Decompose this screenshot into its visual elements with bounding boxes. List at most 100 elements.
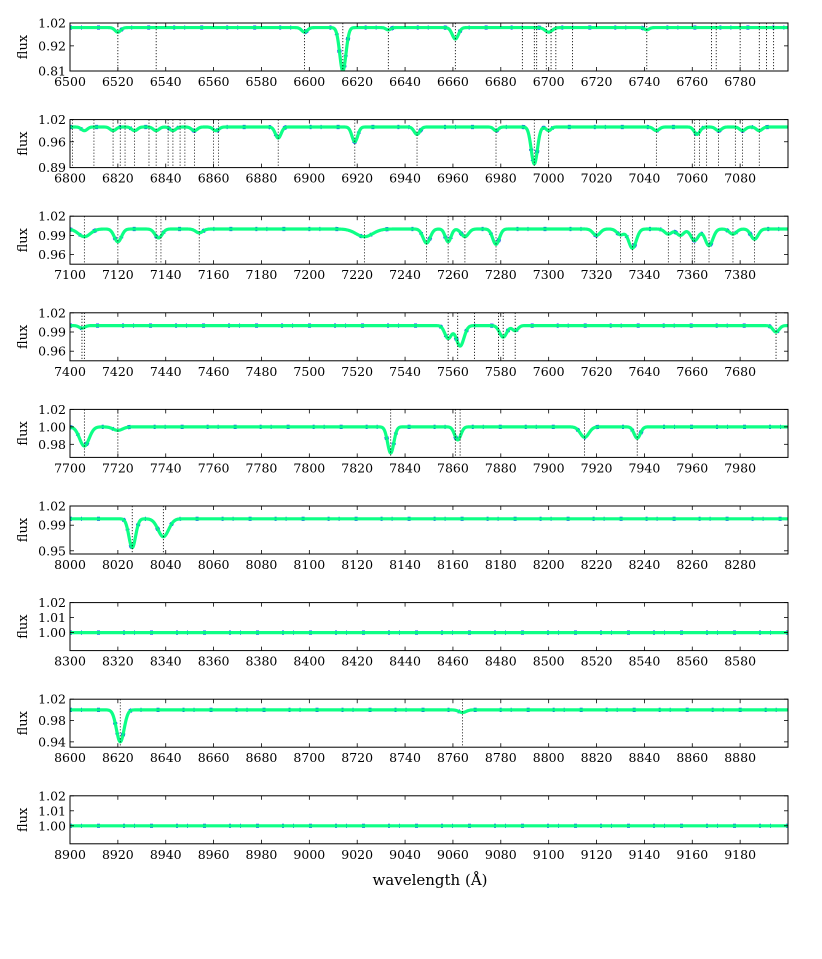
x-tick-label: 9140: [628, 847, 660, 862]
x-tick-label: 6840: [150, 171, 182, 186]
x-tick-label: 8360: [198, 654, 230, 669]
y-tick-label: 1.02: [38, 595, 66, 610]
x-tick-label: 8760: [437, 750, 469, 765]
y-tick-label: 0.99: [38, 228, 66, 243]
y-tick-label: 1.00: [38, 818, 66, 833]
x-tick-label: 6560: [198, 74, 230, 89]
x-tick-label: 8860: [676, 750, 708, 765]
axes-frame: [69, 312, 789, 362]
x-tick-label: 7400: [54, 364, 86, 379]
x-tick-label: 8640: [150, 750, 182, 765]
x-axis-label: wavelength (Å): [372, 871, 487, 889]
x-tick-label: 9160: [676, 847, 708, 862]
x-tick-label: 7500: [293, 364, 325, 379]
y-tick-label: 0.98: [38, 713, 66, 728]
x-tick-label: 8160: [437, 557, 469, 572]
chart-panel-5: 7700 7720 7740 7760 7780 7800 7820 7840 7860 7880…: [16, 402, 789, 475]
x-tick-label: 7140: [150, 267, 182, 282]
axes-frame: [69, 119, 789, 169]
x-tick-label: 8660: [198, 750, 230, 765]
x-tick-label: 8000: [54, 557, 86, 572]
x-tick-label: 8960: [198, 847, 230, 862]
plot-area: [70, 409, 788, 458]
plot-area: [70, 23, 788, 71]
y-tick-label: 1.02: [38, 305, 66, 320]
axes-frame: [69, 505, 789, 555]
y-axis-label: flux: [16, 421, 31, 446]
x-tick-label: 6820: [102, 171, 134, 186]
y-tick-label: 0.89: [38, 160, 66, 175]
y-tick-label: 0.99: [38, 325, 66, 340]
chart-panel-6: 8000 8020 8040 8060 8080 8100 8120 8140 8160 8180…: [16, 499, 789, 572]
x-tick-label: 8380: [246, 654, 278, 669]
x-tick-label: 7780: [246, 460, 278, 475]
x-tick-label: 7240: [389, 267, 421, 282]
x-tick-label: 8400: [293, 654, 325, 669]
x-tick-label: 8200: [533, 557, 565, 572]
x-tick-label: 7380: [724, 267, 756, 282]
axes-frame: [69, 795, 789, 845]
x-tick-label: 6660: [437, 74, 469, 89]
panels: 6500 6520 6540 6560 6580 6600 6620 6640 6660 6680…: [16, 16, 789, 862]
x-tick-label: 8440: [389, 654, 421, 669]
x-tick-label: 6940: [389, 171, 421, 186]
x-tick-label: 6620: [341, 74, 373, 89]
y-axis-label: flux: [16, 614, 31, 639]
chart-panel-7: 8300 8320 8340 8360 8380 8400 8420 8440 8460 8480…: [16, 595, 789, 669]
x-tick-label: 8740: [389, 750, 421, 765]
x-tick-label: 6880: [246, 171, 278, 186]
x-tick-label: 8720: [341, 750, 373, 765]
x-tick-label: 7980: [724, 460, 756, 475]
x-tick-label: 7180: [246, 267, 278, 282]
y-axis-label: flux: [16, 324, 31, 349]
x-tick-label: 8680: [246, 750, 278, 765]
chart-panel-4: 7400 7420 7440 7460 7480 7500 7520 7540 7560 7580…: [16, 305, 789, 379]
y-tick-label: 1.02: [38, 16, 66, 31]
x-tick-label: 8340: [150, 654, 182, 669]
x-tick-label: 8780: [485, 750, 517, 765]
model-spectrum: [70, 125, 788, 166]
x-tick-label: 7160: [198, 267, 230, 282]
model-spectrum: [70, 227, 788, 250]
x-tick-label: 8300: [54, 654, 86, 669]
x-tick-label: 7080: [724, 171, 756, 186]
plot-area: [70, 312, 788, 361]
x-tick-label: 7760: [198, 460, 230, 475]
observed-spectrum: [70, 323, 788, 349]
x-tick-label: 7000: [533, 171, 565, 186]
y-axis-label: flux: [16, 34, 31, 59]
x-tick-label: 7600: [533, 364, 565, 379]
x-tick-label: 7040: [628, 171, 660, 186]
x-tick-label: 8100: [293, 557, 325, 572]
x-tick-label: 7320: [581, 267, 613, 282]
x-tick-label: 6640: [389, 74, 421, 89]
y-tick-label: 1.02: [38, 499, 66, 514]
x-tick-label: 8480: [485, 654, 517, 669]
x-tick-label: 8560: [676, 654, 708, 669]
x-tick-label: 8320: [102, 654, 134, 669]
y-tick-label: 0.98: [38, 437, 66, 452]
model-spectrum: [70, 25, 788, 71]
x-tick-label: 7120: [102, 267, 134, 282]
observed-spectrum: [70, 25, 788, 71]
x-tick-label: 8820: [581, 750, 613, 765]
model-spectrum: [70, 517, 788, 550]
x-tick-label: 7220: [341, 267, 373, 282]
x-tick-label: 7280: [485, 267, 517, 282]
y-tick-label: 0.95: [38, 543, 66, 558]
x-tick-label: 7900: [533, 460, 565, 475]
plot-area: [70, 216, 788, 265]
x-tick-label: 9060: [437, 847, 469, 862]
x-tick-label: 7560: [437, 364, 469, 379]
chart-panel-1: 6500 6520 6540 6560 6580 6600 6620 6640 6660 6680…: [16, 16, 789, 89]
y-tick-label: 1.02: [38, 692, 66, 707]
x-tick-label: 6520: [102, 74, 134, 89]
x-tick-label: 8260: [676, 557, 708, 572]
y-axis-label: flux: [16, 807, 31, 832]
x-tick-label: 7460: [198, 364, 230, 379]
x-tick-label: 9100: [533, 847, 565, 862]
chart-panel-8: 8600 8620 8640 8660 8680 8700 8720 8740 8760 8780…: [16, 692, 789, 765]
x-tick-label: 8180: [485, 557, 517, 572]
y-tick-label: 1.02: [38, 788, 66, 803]
x-tick-label: 8620: [102, 750, 134, 765]
